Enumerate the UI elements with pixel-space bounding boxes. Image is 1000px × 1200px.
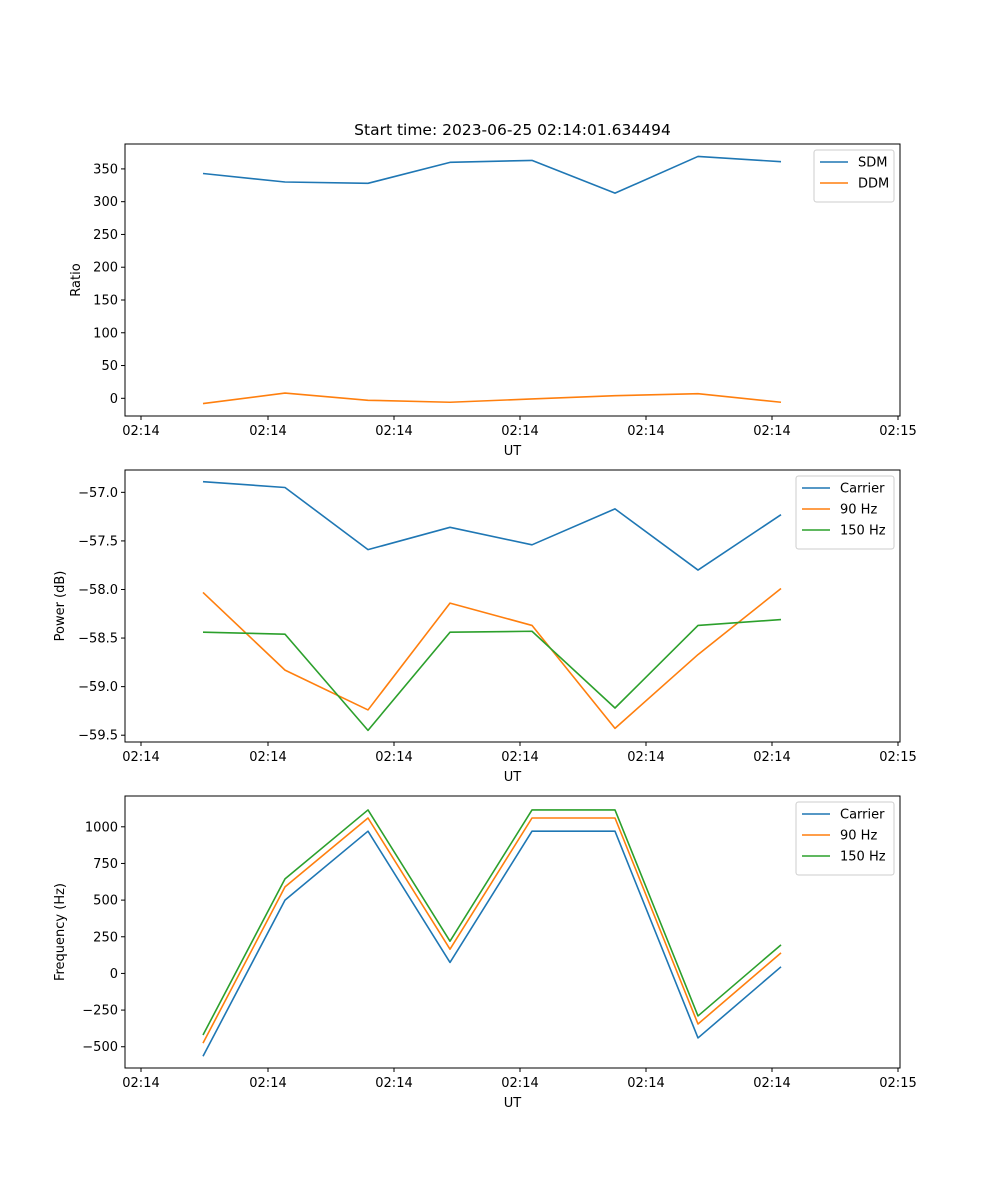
legend: Carrier 90 Hz 150 Hz [795, 801, 895, 876]
chart-title: Start time: 2023-06-25 02:14:01.634494 [354, 121, 671, 139]
x-tick-label: 02:14 [122, 750, 159, 765]
x-tick-label: 02:14 [501, 424, 538, 439]
y-axis-label: Power (dB) [53, 571, 68, 642]
y-tick-label: −57.0 [78, 486, 118, 501]
x-tick-label: 02:14 [122, 424, 159, 439]
series-line-150-hz [202, 809, 782, 1036]
y-tick-label: −59.5 [78, 729, 118, 744]
series-line-sdm [202, 155, 782, 194]
series-line-carrier [202, 480, 782, 571]
y-tick-label: −58.0 [78, 583, 118, 598]
y-tick-label: 500 [93, 894, 118, 909]
x-tick-label: 02:14 [753, 1076, 790, 1091]
x-axis-label: UT [504, 770, 522, 785]
legend-label: SDM [858, 156, 887, 171]
y-tick-label: 300 [93, 195, 118, 210]
legend: SDM DDM [813, 149, 895, 203]
series-line-ddm [202, 392, 782, 405]
x-axis-label: UT [504, 444, 522, 459]
legend-label: 150 Hz [840, 524, 886, 539]
y-tick-label: 50 [101, 359, 118, 374]
y-tick-label: −500 [82, 1040, 118, 1055]
x-tick-label: 02:14 [627, 1076, 664, 1091]
x-tick-label: 02:14 [753, 750, 790, 765]
x-tick-label: 02:14 [375, 750, 412, 765]
y-tick-label: −59.0 [78, 680, 118, 695]
legend-label: DDM [858, 177, 889, 192]
x-tick-label: 02:14 [501, 1076, 538, 1091]
legend: Carrier 90 Hz 150 Hz [795, 475, 895, 550]
x-tick-label: 02:14 [249, 1076, 286, 1091]
legend-box [813, 149, 895, 203]
x-axis-label: UT [504, 1096, 522, 1111]
plot-frame [124, 795, 901, 1069]
legend-label: Carrier [840, 482, 885, 497]
plot-frame [124, 143, 901, 417]
y-tick-label: 100 [93, 326, 118, 341]
y-tick-label: 750 [93, 857, 118, 872]
y-tick-label: −58.5 [78, 632, 118, 647]
y-tick-label: 0 [110, 392, 118, 407]
x-tick-label: 02:14 [375, 1076, 412, 1091]
x-tick-label: 02:14 [627, 424, 664, 439]
x-tick-label: 02:15 [879, 750, 916, 765]
y-axis-label: Frequency (Hz) [53, 883, 68, 981]
series-line-90-hz [202, 817, 782, 1044]
x-tick-label: 02:14 [122, 1076, 159, 1091]
y-tick-label: 250 [93, 930, 118, 945]
series-line-90-hz [202, 587, 782, 730]
x-tick-label: 02:14 [501, 750, 538, 765]
y-axis-label: Ratio [69, 263, 84, 296]
x-tick-label: 02:15 [879, 1076, 916, 1091]
subplot-2: 02:14 02:14 02:14 02:14 02:14 02:14 02:15 UT −59… [53, 469, 917, 785]
x-tick-label: 02:14 [753, 424, 790, 439]
subplot-1: Start time: 2023-06-25 02:14:01.63449402… [69, 121, 917, 459]
x-tick-label: 02:14 [249, 750, 286, 765]
legend-label: 150 Hz [840, 850, 886, 865]
series-line-carrier [202, 830, 782, 1057]
legend-label: Carrier [840, 808, 885, 823]
subplot-3: 02:14 02:14 02:14 02:14 02:14 02:14 02:15 UT −50… [53, 795, 917, 1111]
y-tick-label: −57.5 [78, 534, 118, 549]
x-tick-label: 02:14 [627, 750, 664, 765]
legend-label: 90 Hz [840, 829, 877, 844]
x-tick-label: 02:14 [249, 424, 286, 439]
y-tick-label: 250 [93, 228, 118, 243]
y-tick-label: 150 [93, 293, 118, 308]
series-line-150-hz [202, 618, 782, 732]
y-tick-label: 0 [110, 967, 118, 982]
x-tick-label: 02:15 [879, 424, 916, 439]
y-tick-label: 1000 [85, 820, 118, 835]
legend-label: 90 Hz [840, 503, 877, 518]
x-tick-label: 02:14 [375, 424, 412, 439]
y-tick-label: 200 [93, 261, 118, 276]
plot-frame [124, 469, 901, 743]
y-tick-label: −250 [82, 1004, 118, 1019]
y-tick-label: 350 [93, 162, 118, 177]
